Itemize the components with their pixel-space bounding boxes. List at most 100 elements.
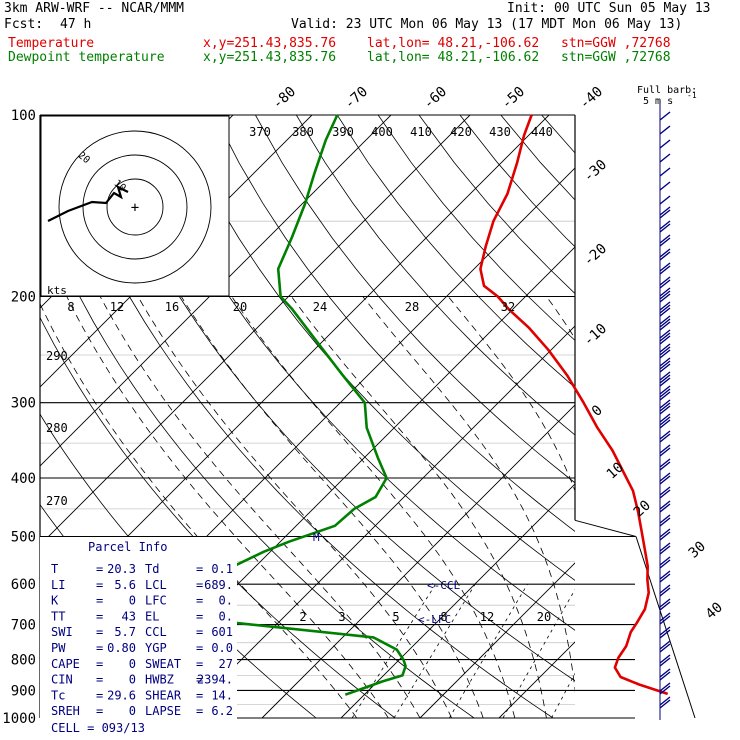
isotherm <box>261 404 575 719</box>
parcel-row: Tc = 29.6 SHEAR = 14. <box>51 688 233 702</box>
wind-barb <box>659 444 671 457</box>
wind-barb-flag <box>659 167 671 177</box>
parcel-eq: = <box>96 657 103 671</box>
wind-barb <box>659 696 671 709</box>
theta-label: 430 <box>489 125 511 139</box>
dry-adiabat <box>40 207 475 719</box>
wind-barb-flag <box>659 265 671 275</box>
wind-barb-flag <box>659 500 671 510</box>
moist-adiabat <box>704 297 740 719</box>
pressure-tick-label: 100 <box>11 108 36 124</box>
station-id: stn=GGW ,72768 <box>561 36 671 51</box>
wind-barb <box>659 458 671 471</box>
parcel-value: 0. <box>219 609 233 623</box>
parcel-value: 5.6 <box>114 578 136 592</box>
parcel-label: CIN <box>51 673 73 687</box>
wind-barb <box>659 682 671 695</box>
wind-barb-flag <box>659 301 671 311</box>
pressure-tick-label: 500 <box>11 529 36 545</box>
wind-barb-flag <box>659 251 671 261</box>
wind-barb-flag <box>659 489 671 499</box>
parcel-label: LI <box>51 578 65 592</box>
wind-barb-flag <box>659 419 671 429</box>
theta-label: 440 <box>531 125 553 139</box>
isotherm-label-top: -70 <box>342 84 372 113</box>
location-xy-dewpoint: x,y=251.43,835.76 <box>203 50 337 65</box>
wind-barb <box>659 276 671 289</box>
wind-barb-flag <box>659 139 671 149</box>
isotherm <box>340 483 575 719</box>
wind-barb-flag <box>659 475 671 485</box>
wind-barb <box>659 430 671 443</box>
wind-barb-flag <box>659 503 671 513</box>
hodograph-axis-label: 20 <box>233 300 247 314</box>
wind-barb-flag <box>659 668 671 678</box>
wind-barb-flag <box>659 486 671 496</box>
wind-barb-flag <box>659 629 671 639</box>
moist-adiabat <box>291 296 547 719</box>
pressure-tick-label: 600 <box>11 577 36 593</box>
isotherm <box>182 325 575 719</box>
wind-barb-flag <box>659 528 671 538</box>
wind-barb-flag <box>659 360 671 370</box>
theta-label: 400 <box>371 125 393 139</box>
dry-adiabat <box>377 115 575 341</box>
parcel-eq: = <box>96 609 103 623</box>
overlays: <-CCL <-LFC M <box>313 531 460 626</box>
dewpoint-legend: Dewpoint temperature <box>8 50 165 65</box>
wind-barb <box>659 153 671 163</box>
parcel-label: Tc <box>51 688 65 702</box>
wind-barb-flag <box>659 363 671 373</box>
wind-barb <box>659 111 671 121</box>
wind-barb <box>659 528 671 541</box>
mixing-ratio-line <box>449 583 528 719</box>
wind-barb-flag <box>659 682 671 692</box>
location-latlon: lat,lon= 48.21,-106.62 <box>367 36 540 51</box>
wind-barb <box>659 654 671 667</box>
dewpoint-profile <box>65 114 407 696</box>
wind-barb-flag <box>659 559 671 569</box>
moist-adiabat <box>180 296 484 719</box>
parcel-value: 0.0 <box>211 641 233 655</box>
wind-barb <box>659 598 671 611</box>
init-time: Init: 00 UTC Sun 05 May 13 <box>507 1 711 16</box>
dry-adiabat <box>500 115 575 201</box>
wind-barb-flag <box>659 640 671 650</box>
parcel-eq: = <box>196 657 203 671</box>
theta-label: 380 <box>292 125 314 139</box>
pressure-tick-label: 700 <box>11 618 36 634</box>
wind-barb <box>659 584 671 597</box>
hodograph-origin: + <box>131 200 139 216</box>
dry-adiabat <box>214 115 575 532</box>
wind-barb-flag <box>659 587 671 597</box>
parcel-value: 43 <box>122 609 136 623</box>
parcel-label: SWEAT <box>145 657 181 671</box>
parcel-label: T <box>51 562 58 576</box>
barb-key-exponent: -1 <box>687 91 697 100</box>
wind-barb-flag <box>659 357 671 367</box>
dry-adiabat <box>664 115 740 718</box>
parcel-value: 0 <box>129 673 136 687</box>
wind-barb <box>659 262 671 275</box>
barb-key-value: 5 m s <box>643 96 673 107</box>
parcel-eq: = <box>196 625 203 639</box>
wind-barb <box>659 570 671 583</box>
parcel-value: 0. <box>219 594 233 608</box>
parcel-label: HWBZ <box>145 673 174 687</box>
wind-barb-flag <box>659 643 671 653</box>
parcel-eq: = <box>196 704 203 718</box>
parcel-eq: = <box>196 594 203 608</box>
parcel-label: CAPE <box>51 657 80 671</box>
wind-barb <box>659 125 671 135</box>
wind-barb <box>659 357 671 373</box>
parcel-label: SWI <box>51 625 73 639</box>
wind-barb-flag <box>659 371 671 381</box>
wind-barb-flag <box>659 220 671 230</box>
dry-adiabat <box>418 115 575 295</box>
left-theta-label: 270 <box>46 494 68 508</box>
wind-barb-flag <box>659 416 671 426</box>
dry-adiabat <box>91 115 575 682</box>
wind-barb <box>659 413 671 429</box>
